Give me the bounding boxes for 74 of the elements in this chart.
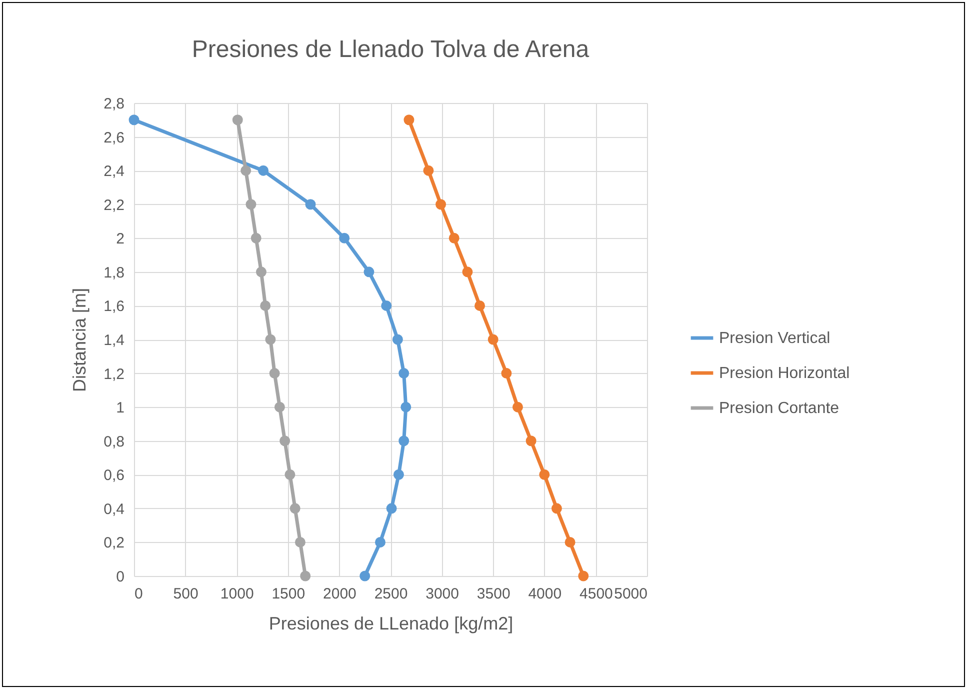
point [305,199,316,210]
y-tick-label: 0 [116,568,124,586]
point [260,300,271,311]
point [232,114,243,126]
legend-label: Presion Cortante [719,400,840,417]
point [392,334,403,345]
x-tick-label: 4000 [528,586,562,602]
point [398,436,410,446]
point [404,114,414,126]
x-tick-label: 500 [173,586,198,602]
point [364,266,374,278]
point [512,402,523,412]
point [462,266,473,278]
x-tick-label: 3500 [476,586,510,602]
point [381,300,392,311]
x-tick-label: 3000 [426,586,459,602]
chart-title: Presiones de Llenado Tolva de Arena [192,36,590,63]
y-tick-label: 0,8 [104,433,124,450]
point [284,469,296,480]
point [539,469,550,480]
y-tick-label: 2,4 [104,163,124,180]
y-tick-label: 0,4 [104,500,124,518]
point [488,334,498,345]
legend-label: Presion Horizontal [719,365,850,382]
x-tick-label: 1000 [220,586,254,602]
y-tick-label: 2,2 [104,196,124,214]
point [280,436,290,446]
point [240,165,252,176]
x-tick-label: 0 [134,586,143,602]
y-tick-label: 1,6 [104,298,124,316]
point [386,503,397,514]
legend-label: Presion Vertical [719,330,830,347]
point [256,266,266,278]
point [339,232,350,244]
point [551,503,562,514]
point [393,469,404,480]
point [246,199,256,210]
point [265,334,276,345]
point [436,199,446,210]
point [398,368,410,379]
point [448,232,460,244]
y-tick-label: 0,6 [104,467,124,484]
y-tick-label: 0,2 [104,534,124,552]
point [374,536,386,548]
point [274,402,285,412]
point [269,368,280,379]
y-tick-label: 2,6 [104,129,124,146]
point [526,436,536,446]
y-tick-label: 1,4 [104,332,124,349]
point [474,300,486,311]
point [578,570,589,582]
point [128,114,140,126]
y-tick-label: 2,8 [104,96,124,112]
point [290,503,300,514]
point [360,570,370,582]
point [423,165,434,176]
y-tick-label: 1 [116,400,124,417]
y-tick-label: 2 [116,230,124,248]
x-tick-label: 2500 [374,586,408,602]
point [300,570,311,582]
point [294,536,306,548]
x-tick-label: 4500 [580,586,613,602]
point [400,402,412,412]
x-tick-label: 5000 [614,586,648,602]
point [501,368,512,379]
point [250,232,262,244]
x-tick-label: 1500 [272,586,306,602]
y-tick-label: 1,2 [104,366,124,383]
point [564,536,576,548]
point [258,165,269,176]
x-tick-label: 2000 [323,586,356,602]
y-axis-title: Distancia [m] [70,288,90,392]
x-axis-title: Presiones de LLenado [kg/m2] [268,614,514,634]
y-tick-label: 1,8 [104,264,124,282]
